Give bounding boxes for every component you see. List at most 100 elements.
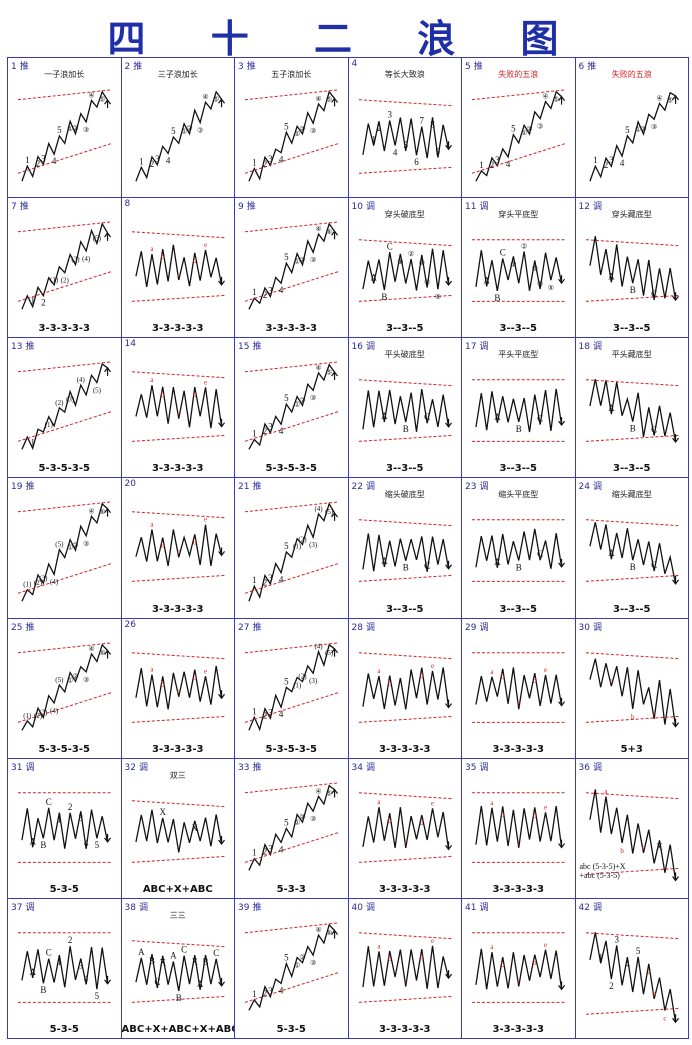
channel-upper-line (244, 641, 339, 653)
cell-kind: 推 (252, 482, 262, 493)
wave-label: ② (299, 954, 305, 962)
wave-label: e (430, 937, 433, 945)
wave-line (588, 658, 676, 727)
wave-label: 3 (41, 153, 46, 163)
wave-label: e (544, 803, 547, 811)
cell-header: 25 推 (11, 620, 34, 633)
wave-label: ⑤ (548, 284, 554, 292)
arrow-icon (671, 434, 679, 444)
channel-upper-line (358, 99, 453, 107)
wave-sketch: 1 2 3 45 a b c (585, 932, 680, 1024)
cell-kind: 调 (479, 762, 489, 773)
pattern-cell-26: a b c d e 26 3-3-3-3-3 (120, 617, 234, 758)
cell-pattern-name: 穿头平底型 (498, 210, 539, 220)
arrow-icon (217, 277, 225, 286)
wave-label: 1 (252, 287, 256, 297)
pattern-cell-19: (1) (2) (3) (4) (5) ① ② ③ ④ ⑤ 19 推 (7, 477, 121, 618)
arrow-icon (217, 547, 225, 557)
cell-number: 40 (351, 902, 363, 913)
cell-kind: 推 (19, 202, 29, 213)
wave-line (248, 643, 335, 731)
cell-kind: 调 (365, 202, 375, 213)
wave-label: ① (397, 258, 403, 266)
wave-label: 4 (619, 158, 624, 168)
wave-label: (2) (298, 536, 307, 544)
wave-label: ④ (202, 93, 208, 101)
cell-structure-caption: 5-3-5-3-5 (38, 463, 90, 475)
wave-label: (4) (50, 706, 59, 714)
cell-kind: 推 (252, 622, 262, 633)
channel-lower-line (358, 166, 453, 174)
channel-lower-line (244, 142, 339, 174)
wave-label: 1 (252, 706, 256, 716)
cell-pattern-name: 五子浪加长 (271, 70, 312, 79)
cell-kind: 调 (365, 762, 375, 773)
wave-label: d (420, 953, 424, 961)
wave-label: A (381, 556, 388, 566)
wave-label: 2 (263, 710, 267, 720)
wave-label: B (381, 292, 387, 302)
channel-lower-line (585, 435, 680, 443)
wave-label: 1 (252, 847, 256, 857)
arrow-icon (331, 647, 339, 657)
wave-label: A (494, 557, 501, 567)
cell-header: 35 调 (465, 760, 488, 773)
channel-lower-line (131, 855, 226, 863)
cell-kind: 调 (479, 482, 489, 493)
wave-label: b (620, 847, 624, 855)
wave-label: 1 (252, 429, 256, 439)
wave-line (248, 923, 336, 1011)
wave-label: b (501, 961, 505, 969)
cell-header: 33 推 (238, 760, 261, 773)
cell-pattern-name: 等长大致浪 (384, 70, 425, 79)
wave-line (21, 807, 109, 849)
wave-label: e (203, 667, 206, 675)
cell-structure-caption: 3-3-3-3-3 (379, 743, 431, 755)
wave-label: b (652, 990, 656, 998)
channel-lower-line (17, 691, 112, 723)
pattern-cell-8: a b c d e 8 3-3-3-3-3 (120, 197, 234, 338)
arrow-icon (217, 977, 225, 987)
cell-header: 38 调 (125, 900, 148, 913)
cell-pattern-name: 缩头平底型 (498, 490, 539, 500)
wave-line (361, 806, 449, 850)
wave-sketch: A B C (585, 236, 680, 302)
arrow-icon (331, 97, 339, 107)
wave-label: 1 (252, 989, 256, 999)
arrow-icon (671, 872, 679, 882)
wave-sketch: A B C (471, 519, 566, 583)
cell-kind: 调 (138, 762, 148, 773)
wave-label: 5 (284, 676, 289, 686)
wave-label: c (177, 549, 180, 557)
wave-line (134, 244, 222, 288)
wave-label: 2 (263, 578, 267, 588)
channel-lower-line (244, 971, 339, 1003)
wave-label: (5) (93, 235, 102, 243)
cell-number: 15 (238, 342, 250, 353)
wave-line (588, 236, 676, 301)
arrow-icon (331, 371, 339, 381)
cell-header: 22 调 (352, 479, 375, 492)
wave-label: 4 (392, 147, 397, 157)
arrow-icon (104, 649, 112, 659)
wave-label: 1 (252, 158, 256, 168)
cell-structure-caption: 3--3--5 (613, 323, 651, 335)
pattern-cell-4: 1 2 3 4 5 6 7 8 9 4 等长大致浪 (347, 57, 461, 198)
channel-lower-line (244, 691, 339, 723)
cell-pattern-name: 平头平底型 (498, 350, 539, 360)
cell-kind: 推 (252, 762, 262, 773)
wave-label: (2) (34, 712, 43, 720)
wave-label: b (160, 542, 164, 550)
wave-label: c (404, 700, 407, 708)
pattern-cell-27: 1 2 3 4 5 (1) (2) (3) (4) (5) 27 推 5-3-5-3-5 (234, 617, 348, 758)
pattern-cell-15: 1 2 3 4 5 ① ② ③ ④ ⑤ 15 推 5-3-5-3-5 (234, 337, 348, 478)
cell-structure-caption: 5+3 (620, 743, 643, 755)
cell-header: 15 推 (238, 339, 261, 352)
channel-lower-line (358, 295, 453, 302)
wave-label: B (516, 563, 522, 573)
arrow-icon (444, 277, 452, 287)
wave-label: 4 (84, 838, 89, 848)
wave-label: ③ (532, 265, 538, 273)
wave-label: B (40, 985, 46, 995)
channel-lower-line (358, 715, 453, 723)
